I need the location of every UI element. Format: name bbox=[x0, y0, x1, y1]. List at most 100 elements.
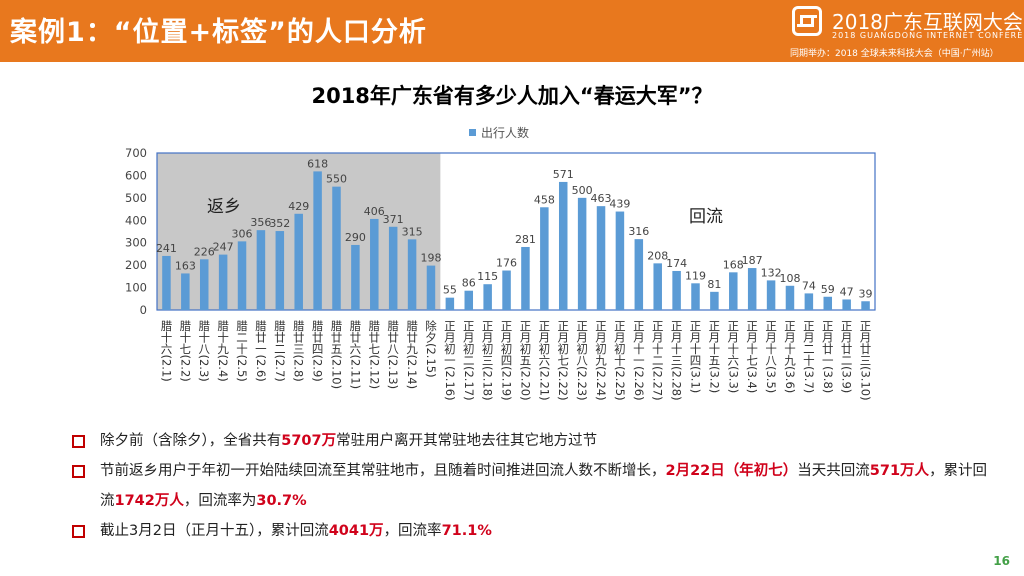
data-label: 429 bbox=[288, 200, 309, 213]
data-label: 81 bbox=[707, 278, 721, 291]
category-label: 腊廿八(2.13) bbox=[386, 320, 400, 389]
bar bbox=[388, 226, 398, 310]
data-label: 39 bbox=[859, 287, 873, 300]
bullet-item: 除夕前（含除夕），全省共有5707万常驻用户离开其常驻地去往其它地方过节 bbox=[70, 426, 990, 456]
category-label: 正月初八(2.23) bbox=[575, 320, 589, 401]
category-label: 腊廿一(2.6) bbox=[254, 320, 268, 382]
data-label: 241 bbox=[156, 242, 177, 255]
page-number: 16 bbox=[993, 554, 1010, 568]
y-tick-label: 600 bbox=[125, 168, 147, 182]
data-label: 315 bbox=[402, 225, 423, 238]
data-label: 174 bbox=[666, 257, 687, 270]
data-label: 290 bbox=[345, 231, 366, 244]
bar bbox=[596, 206, 606, 310]
data-label: 115 bbox=[477, 270, 498, 283]
data-label: 86 bbox=[462, 277, 476, 290]
data-label: 281 bbox=[515, 233, 536, 246]
bullet-square-icon bbox=[72, 435, 85, 448]
category-label: 腊十七(2.2) bbox=[178, 320, 192, 382]
bullet-square-icon bbox=[72, 525, 85, 538]
data-label: 463 bbox=[591, 192, 612, 205]
category-label: 正月十四(3.1) bbox=[689, 320, 703, 393]
bullet-text: ，回流率为 bbox=[183, 493, 257, 509]
bar bbox=[199, 259, 209, 310]
y-tick-label: 500 bbox=[125, 191, 147, 205]
category-label: 正月初七(2.22) bbox=[556, 320, 570, 401]
data-label: 59 bbox=[821, 283, 835, 296]
data-label: 226 bbox=[194, 245, 215, 258]
highlight-text: 2月22日（年初七） bbox=[665, 463, 798, 479]
category-label: 正月十八(3.5) bbox=[764, 320, 778, 393]
bar bbox=[785, 285, 795, 310]
data-label: 371 bbox=[383, 213, 404, 226]
conference-name-en: 2018 GUANGDONG INTERNET CONFERENCE bbox=[832, 31, 1024, 40]
conference-logo-icon bbox=[792, 6, 822, 36]
bar bbox=[653, 263, 662, 310]
bullet-item: 节前返乡用户于年初一开始陆续回流至其常驻地市，且随着时间推进回流人数不断增长，2… bbox=[70, 456, 990, 516]
category-label: 正月初四(2.19) bbox=[500, 320, 514, 401]
data-label: 208 bbox=[647, 249, 668, 262]
category-label: 腊廿五(2.10) bbox=[330, 320, 344, 389]
data-label: 168 bbox=[723, 258, 744, 271]
bullet-text: 当天共回流 bbox=[797, 463, 870, 479]
bar bbox=[162, 255, 171, 310]
data-label: 198 bbox=[420, 252, 441, 265]
category-label: 正月初三(2.18) bbox=[481, 320, 495, 401]
bar bbox=[407, 239, 417, 310]
bullet-text: ，回流率 bbox=[383, 523, 442, 539]
bar bbox=[558, 181, 568, 310]
category-label: 正月二十(3.7) bbox=[802, 320, 816, 393]
bar bbox=[256, 230, 266, 310]
y-tick-label: 700 bbox=[125, 146, 147, 160]
bar bbox=[615, 211, 625, 310]
data-label: 500 bbox=[572, 184, 593, 197]
conference-note: 同期举办：2018 全球未来科技大会（中国·广州站） bbox=[790, 49, 999, 59]
category-label: 正月十九(3.6) bbox=[783, 320, 797, 393]
category-label: 除夕(2.15) bbox=[424, 319, 438, 377]
bar bbox=[370, 218, 379, 310]
bar bbox=[766, 280, 776, 310]
bar bbox=[294, 213, 303, 310]
bar bbox=[747, 268, 757, 310]
category-label: 腊十八(2.3) bbox=[197, 320, 211, 382]
bullet-text: 除夕前（含除夕），全省共有 bbox=[100, 433, 282, 449]
highlight-text: 571万人 bbox=[869, 463, 930, 479]
bullet-text: 截止3月2日（正月十五），累计回流 bbox=[100, 523, 329, 539]
data-label: 163 bbox=[175, 259, 196, 272]
data-label: 187 bbox=[742, 254, 763, 267]
bar-chart: 出行人数 0 100 200 300 400 500 600 700 241 腊十六(2.1) 163… bbox=[125, 125, 876, 401]
y-tick-label: 0 bbox=[140, 303, 147, 317]
bar bbox=[823, 296, 833, 310]
bar bbox=[332, 186, 341, 310]
category-label: 腊十六(2.1) bbox=[159, 320, 173, 382]
data-label: 176 bbox=[496, 257, 517, 270]
bar bbox=[218, 254, 228, 310]
y-tick-label: 300 bbox=[125, 236, 147, 250]
header-bar: 案例1：“位置+标签”的人口分析 2018广东互联网大会 2018 GUANGD… bbox=[0, 0, 1024, 62]
data-label: 439 bbox=[609, 198, 630, 211]
bar bbox=[313, 171, 322, 310]
category-label: 腊廿九(2.14) bbox=[405, 320, 419, 389]
bar bbox=[577, 197, 587, 310]
y-tick-label: 100 bbox=[125, 281, 147, 295]
annotation-left: 返乡 bbox=[207, 197, 241, 217]
category-label: 正月十一(2.26) bbox=[632, 320, 646, 401]
category-label: 腊廿三(2.8) bbox=[292, 320, 306, 382]
bar bbox=[540, 207, 549, 310]
bar bbox=[237, 241, 247, 310]
category-label: 腊廿六(2.11) bbox=[348, 320, 362, 389]
data-label: 108 bbox=[779, 272, 800, 285]
conference-name: 2018广东互联网大会 bbox=[832, 10, 1023, 34]
category-label: 正月初五(2.20) bbox=[518, 320, 532, 401]
data-label: 550 bbox=[326, 173, 347, 186]
category-label: 正月廿一(3.8) bbox=[821, 320, 835, 393]
bar bbox=[445, 297, 455, 310]
data-label: 47 bbox=[840, 285, 854, 298]
bar bbox=[275, 231, 285, 310]
category-label: 正月初二(2.17) bbox=[462, 320, 476, 401]
bar bbox=[464, 290, 474, 310]
bullet-text: ，累计回流 bbox=[100, 463, 988, 509]
bar bbox=[842, 299, 851, 310]
legend-label: 出行人数 bbox=[481, 125, 529, 140]
data-label: 74 bbox=[802, 279, 816, 292]
